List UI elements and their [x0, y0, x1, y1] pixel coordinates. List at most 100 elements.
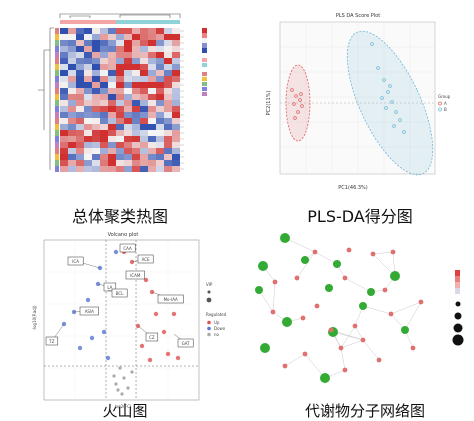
heatmap-cell — [132, 100, 140, 106]
heatmap-annotation-cell — [60, 20, 68, 24]
heatmap-cell — [92, 112, 100, 118]
heatmap-cell — [108, 88, 116, 94]
network-node-metabolite — [410, 345, 416, 351]
heatmap-annotation-cell — [124, 20, 132, 24]
heatmap-cell — [132, 118, 140, 124]
network-edge — [284, 353, 306, 367]
plsda-point-b — [390, 100, 394, 104]
heatmap-legend-swatch — [202, 92, 207, 96]
heatmap-cell — [116, 52, 124, 58]
heatmap-cell — [116, 112, 124, 118]
heatmap-cell — [68, 118, 76, 124]
network-legend-size — [455, 301, 461, 307]
plsda-ellipse-a — [285, 64, 311, 142]
heatmap-cell — [68, 100, 76, 106]
heatmap-cell — [60, 160, 68, 166]
heatmap-cell — [76, 28, 84, 34]
volcano-legend-vip-small — [207, 290, 211, 294]
heatmap-cell — [124, 58, 132, 64]
heatmap-row-annotation-cell — [55, 166, 59, 172]
heatmap-row-annotation-cell — [55, 160, 59, 166]
network-edge — [304, 353, 326, 379]
heatmap-cell — [156, 112, 164, 118]
network-legend-size — [453, 323, 463, 333]
heatmap-cell — [132, 166, 140, 172]
volcano-point-down — [101, 329, 107, 335]
heatmap-cell — [68, 64, 76, 70]
heatmap-cell — [156, 166, 164, 172]
volcano-legend-reg-title: Regulated — [206, 312, 227, 317]
heatmap-cell — [124, 136, 132, 142]
heatmap-cell — [68, 166, 76, 172]
heatmap-cell — [108, 112, 116, 118]
network-node-metabolite — [294, 275, 300, 281]
volcano-point-down — [85, 297, 91, 303]
network-node-metabolite — [338, 345, 344, 351]
heatmap-cell — [92, 130, 100, 136]
heatmap-cell — [156, 106, 164, 112]
heatmap-cell — [60, 34, 68, 40]
plsda-title: PLS DA Score Plot — [336, 13, 380, 19]
heatmap-cell — [76, 112, 84, 118]
network-legend-colorbar — [455, 282, 460, 288]
heatmap-cell — [60, 28, 68, 34]
network-edge — [390, 301, 422, 315]
network-node-pathway — [320, 373, 330, 383]
heatmap-cell — [100, 52, 108, 58]
heatmap-cell — [92, 58, 100, 64]
heatmap-cell — [84, 166, 92, 172]
heatmap-cell — [84, 88, 92, 94]
heatmap-cell — [100, 112, 108, 118]
heatmap-cell — [132, 148, 140, 154]
volcano-point-label: CZ — [149, 335, 155, 340]
heatmap-cell — [108, 142, 116, 148]
heatmap-cell — [132, 70, 140, 76]
volcano-label-box — [145, 332, 159, 342]
heatmap-row-annotation-cell — [55, 58, 59, 64]
heatmap-cell — [132, 64, 140, 70]
heatmap-cell — [124, 124, 132, 130]
heatmap-row-annotation-cell — [55, 154, 59, 160]
heatmap-cell — [84, 40, 92, 46]
network-edge — [340, 325, 356, 349]
network-edge — [344, 277, 372, 293]
heatmap-cell — [124, 112, 132, 118]
heatmap-cell — [164, 70, 172, 76]
heatmap-cell — [140, 124, 148, 130]
heatmap-cell — [76, 40, 84, 46]
network-node-metabolite — [314, 303, 320, 309]
heatmap-row-annotation-cell — [55, 94, 59, 100]
heatmap-cell — [108, 118, 116, 124]
heatmap-row-annotation-cell — [55, 88, 59, 94]
heatmap-cell — [124, 118, 132, 124]
heatmap-cell — [60, 88, 68, 94]
volcano-point-label: LA — [107, 285, 112, 290]
heatmap-cell — [164, 160, 172, 166]
heatmap-annotation-cell — [76, 20, 84, 24]
heatmap-cell — [116, 100, 124, 106]
heatmap-cell — [172, 148, 180, 154]
heatmap-cell — [164, 166, 172, 172]
volcano-point-label: ACE — [142, 257, 150, 262]
heatmap-cell — [156, 52, 164, 58]
heatmap-cell — [92, 118, 100, 124]
heatmap-cell — [156, 148, 164, 154]
volcano-point-up — [139, 343, 145, 349]
heatmap-cell — [108, 46, 116, 52]
heatmap-cell — [116, 28, 124, 34]
network-node-pathway — [359, 302, 367, 310]
heatmap-cell — [60, 166, 68, 172]
heatmap-cell — [76, 46, 84, 52]
heatmap-cell — [132, 46, 140, 52]
heatmap-cell — [140, 136, 148, 142]
network-node-metabolite — [418, 299, 424, 305]
heatmap-annotation-cell — [156, 20, 164, 24]
volcano-title: Volcano plot — [108, 232, 139, 238]
heatmap-cell — [148, 40, 156, 46]
network-node-metabolite — [390, 249, 396, 255]
heatmap-cell — [84, 142, 92, 148]
network-node-metabolite — [342, 367, 348, 373]
heatmap-cell — [92, 148, 100, 154]
heatmap-cell — [84, 34, 92, 40]
network-panel — [245, 230, 470, 400]
